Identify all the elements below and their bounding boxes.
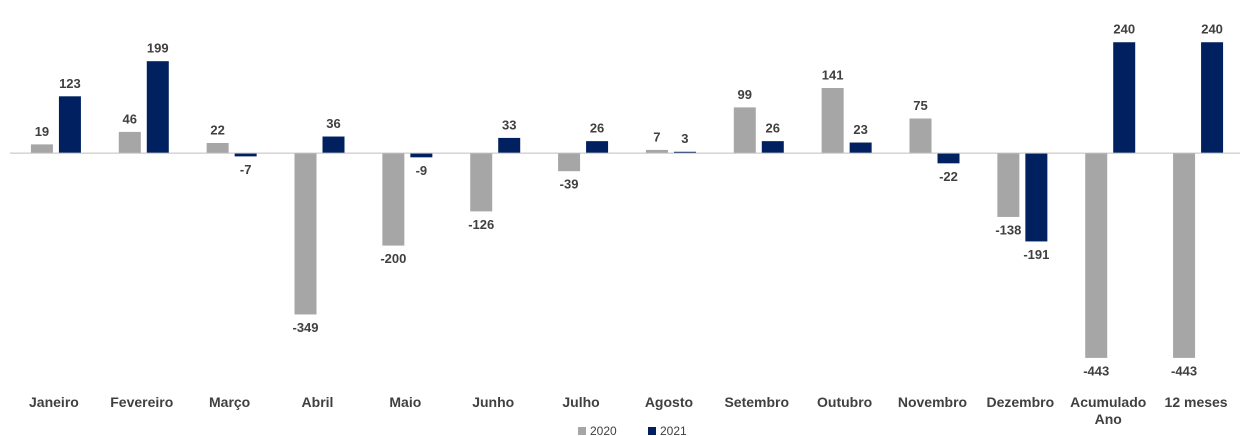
- legend-label: 2021: [660, 424, 687, 436]
- legend-label: 2020: [590, 424, 617, 436]
- value-label: 23: [853, 122, 867, 137]
- value-label: 26: [766, 121, 780, 136]
- value-label: 3: [681, 131, 688, 146]
- value-label: -22: [939, 169, 958, 184]
- legend-swatch: [578, 427, 586, 435]
- value-label: -126: [468, 217, 494, 232]
- bar: [645, 149, 668, 154]
- value-label: 99: [738, 87, 752, 102]
- value-label: 240: [1201, 22, 1223, 37]
- value-label: -191: [1023, 247, 1049, 262]
- value-label: 123: [59, 76, 81, 91]
- bar: [558, 153, 581, 172]
- value-label: 199: [147, 41, 169, 56]
- value-label: -349: [292, 320, 318, 335]
- x-tick-label: Abril: [301, 394, 334, 410]
- value-label: -9: [416, 163, 428, 178]
- value-label: -7: [240, 162, 252, 177]
- x-tick-label: Agosto: [644, 394, 694, 410]
- x-tick-label: 12 meses: [1164, 394, 1228, 410]
- value-label: -138: [995, 222, 1021, 237]
- bar: [470, 153, 493, 212]
- bar: [234, 153, 257, 157]
- value-label: 26: [590, 121, 604, 136]
- x-tick-label: Dezembro: [986, 394, 1055, 410]
- x-tick-label: Março: [209, 394, 251, 410]
- bar: [1201, 42, 1224, 154]
- value-label: 7: [653, 129, 660, 144]
- bar: [909, 118, 932, 154]
- value-label: -39: [560, 177, 579, 192]
- x-tick-label: Outubro: [817, 394, 873, 410]
- value-label: 240: [1113, 22, 1135, 37]
- x-tick-label: Novembro: [897, 394, 968, 410]
- value-label: -443: [1083, 363, 1109, 378]
- bar: [146, 61, 169, 154]
- bar: [849, 142, 872, 154]
- bar: [118, 131, 141, 154]
- value-label: 19: [35, 124, 49, 139]
- value-label: -200: [380, 251, 406, 266]
- bar: [997, 153, 1020, 217]
- value-label: 36: [326, 116, 340, 131]
- bar: [586, 141, 609, 154]
- bar: [30, 144, 53, 154]
- bar: [673, 151, 696, 154]
- x-tick-label: Maio: [389, 394, 422, 410]
- value-label: 75: [913, 98, 927, 113]
- x-tick-label: Junho: [472, 394, 515, 410]
- x-tick-label: Setembro: [724, 394, 790, 410]
- bar: [937, 153, 960, 164]
- x-tick-label: Acumulado Ano: [1070, 394, 1147, 427]
- bar: [206, 142, 229, 154]
- bar: [322, 136, 345, 154]
- x-tick-label: Janeiro: [29, 394, 79, 410]
- value-label: 141: [822, 67, 844, 82]
- bar: [382, 153, 405, 246]
- bar: [1025, 153, 1048, 242]
- bar: [58, 96, 81, 154]
- value-label: -443: [1171, 363, 1197, 378]
- bar: [410, 153, 433, 158]
- bar: [1173, 153, 1196, 358]
- bar: [761, 141, 784, 154]
- legend-swatch: [648, 427, 656, 435]
- value-label: 22: [210, 122, 224, 137]
- value-label: 33: [502, 117, 516, 132]
- bar: [294, 153, 317, 315]
- bar: [821, 87, 844, 154]
- bar: [1085, 153, 1108, 358]
- bar: [498, 137, 521, 154]
- bar: [1113, 42, 1136, 154]
- value-label: 46: [123, 111, 137, 126]
- x-tick-label: Fevereiro: [110, 394, 174, 410]
- x-tick-label: Julho: [562, 394, 600, 410]
- bar: [733, 107, 756, 154]
